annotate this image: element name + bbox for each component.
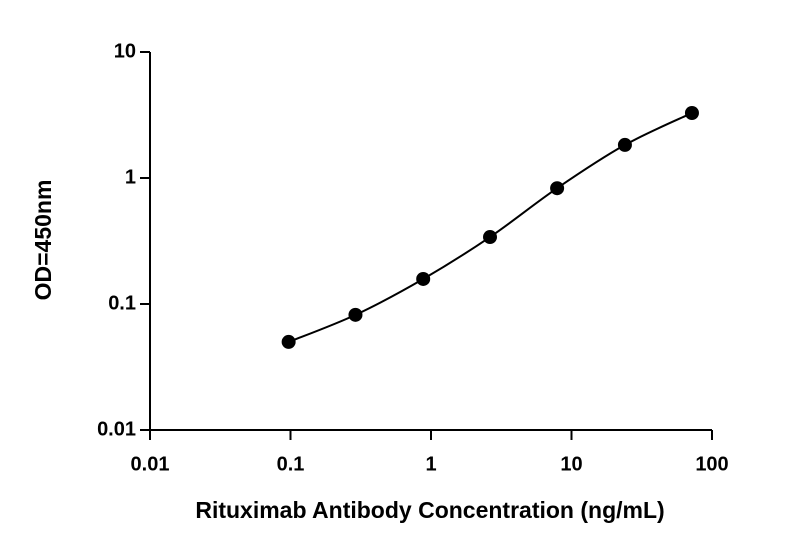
data-point	[617, 137, 632, 152]
x-tick-label: 0.01	[131, 453, 170, 475]
y-tick-label: 10	[114, 40, 136, 62]
x-axis-title: Rituximab Antibody Concentration (ng/mL)	[195, 497, 664, 523]
x-tick-label: 0.1	[277, 453, 305, 475]
x-tick-label: 10	[560, 453, 582, 475]
data-point	[416, 271, 431, 286]
data-point	[348, 307, 363, 322]
data-point	[550, 181, 565, 196]
data-point	[483, 230, 498, 245]
data-point	[281, 334, 296, 349]
y-tick-label: 0.01	[97, 418, 136, 440]
y-axis-title: OD=450nm	[30, 180, 56, 301]
y-tick-label: 0.1	[108, 292, 136, 314]
x-tick-label: 1	[425, 453, 436, 475]
x-tick-label: 100	[695, 453, 728, 475]
y-tick-label: 1	[125, 166, 136, 188]
data-point	[684, 105, 699, 120]
